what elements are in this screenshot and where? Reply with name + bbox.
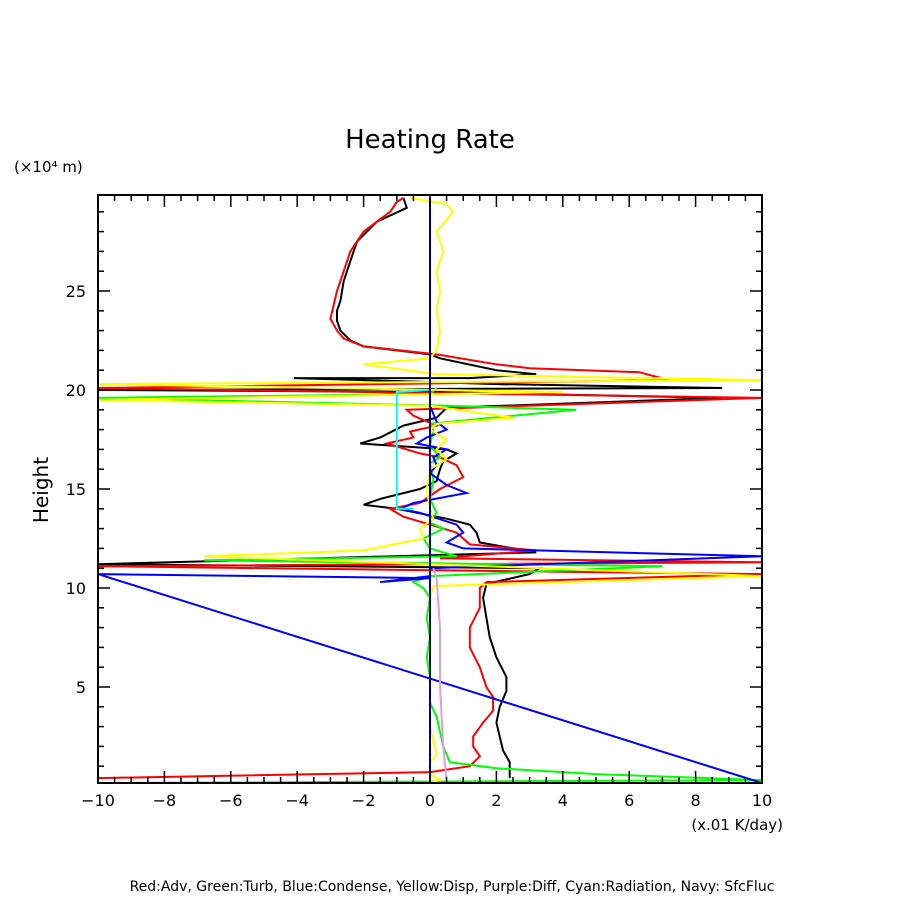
- x-tick-label: −4: [285, 791, 309, 810]
- x-tick-label: −10: [81, 791, 115, 810]
- x-tick-label: 8: [691, 791, 701, 810]
- legend-text: Red:Adv, Green:Turb, Blue:Condense, Yell…: [130, 879, 775, 895]
- x-tick-label: 6: [624, 791, 634, 810]
- series-diff: [432, 567, 448, 784]
- x-tick-label: 10: [752, 791, 772, 810]
- chart-title: Heating Rate: [345, 125, 515, 155]
- series-radiation: [395, 389, 431, 510]
- y-axis-label: Height: [29, 457, 53, 523]
- y-tick-label: 5: [76, 678, 86, 697]
- x-tick-label: 2: [491, 791, 501, 810]
- x-tick-label: −6: [219, 791, 243, 810]
- x-tick-label: 0: [425, 791, 435, 810]
- y-tick-label: 15: [66, 480, 86, 499]
- y-tick-label: 25: [66, 282, 86, 301]
- y-tick-label: 20: [66, 381, 86, 400]
- x-tick-label: −8: [153, 791, 177, 810]
- x-axis-label: (x.01 K/day): [691, 816, 783, 834]
- series-layer: [97, 196, 763, 784]
- series-adv: [97, 197, 763, 780]
- x-tick-label: −2: [352, 791, 376, 810]
- y-unit-label: (×10⁴ m): [14, 158, 83, 176]
- x-tick-label: 4: [558, 791, 568, 810]
- y-tick-label: 10: [66, 579, 86, 598]
- series-total: [97, 197, 723, 779]
- series-turb: [97, 387, 763, 784]
- ticks-layer: −10 −8 −6 −4 −2 0 2 4 6 8 10 5 10 15 20 25: [66, 195, 772, 810]
